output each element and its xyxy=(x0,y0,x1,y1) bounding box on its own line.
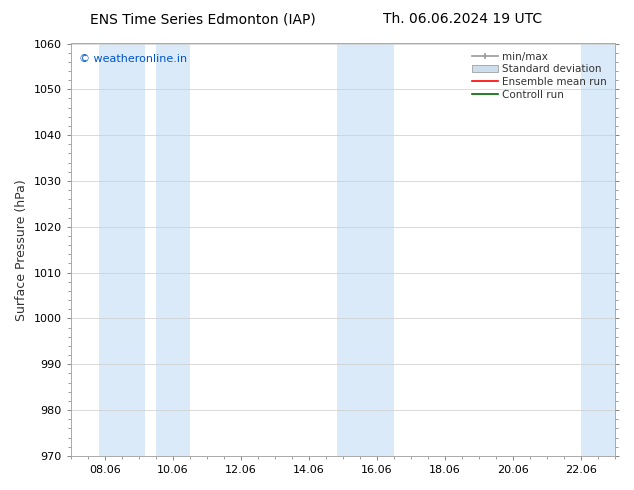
Legend: min/max, Standard deviation, Ensemble mean run, Controll run: min/max, Standard deviation, Ensemble me… xyxy=(469,49,610,103)
Text: Th. 06.06.2024 19 UTC: Th. 06.06.2024 19 UTC xyxy=(384,12,542,26)
Text: © weatheronline.in: © weatheronline.in xyxy=(79,54,187,64)
Bar xyxy=(359,44,394,456)
Y-axis label: Surface Pressure (hPa): Surface Pressure (hPa) xyxy=(15,179,28,320)
Bar xyxy=(156,44,190,456)
Bar xyxy=(99,44,145,456)
Bar xyxy=(337,44,359,456)
Bar xyxy=(581,44,615,456)
Text: ENS Time Series Edmonton (IAP): ENS Time Series Edmonton (IAP) xyxy=(90,12,316,26)
